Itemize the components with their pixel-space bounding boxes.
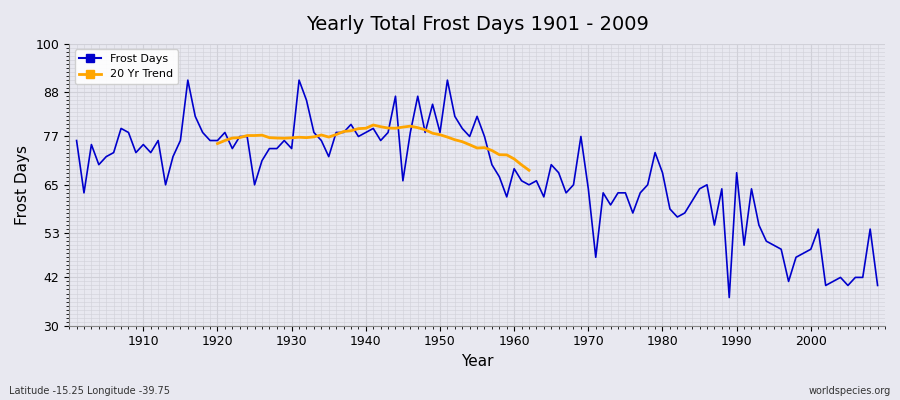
- Legend: Frost Days, 20 Yr Trend: Frost Days, 20 Yr Trend: [75, 50, 178, 84]
- Text: Latitude -15.25 Longitude -39.75: Latitude -15.25 Longitude -39.75: [9, 386, 170, 396]
- Text: worldspecies.org: worldspecies.org: [809, 386, 891, 396]
- X-axis label: Year: Year: [461, 354, 493, 369]
- Y-axis label: Frost Days: Frost Days: [15, 145, 30, 225]
- Title: Yearly Total Frost Days 1901 - 2009: Yearly Total Frost Days 1901 - 2009: [306, 15, 649, 34]
